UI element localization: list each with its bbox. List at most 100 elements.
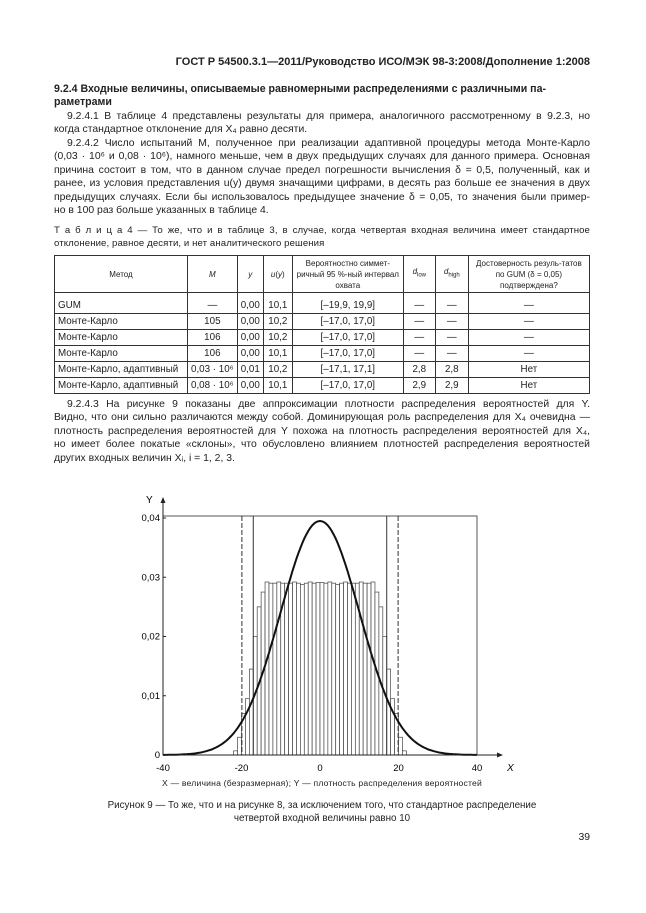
histogram-bar (351, 582, 356, 756)
table-cell: — (402, 313, 436, 330)
y-tick-label: 0,04 (142, 513, 161, 524)
table-cell: — (467, 313, 591, 330)
table-cell: Монте-Карло, адаптивный (54, 377, 188, 394)
p-9-2-4-2-line: 9.2.4.2 Число испытаний M, полученное пр… (67, 138, 590, 149)
table-cell: [–17,0, 17,0] (291, 377, 404, 394)
histogram-bar (245, 698, 250, 756)
paragraph-9-2-4-3-line: Видно, что они сильно различаются между … (54, 412, 590, 424)
histogram-bar (370, 581, 376, 756)
p-9-2-4-2-line: предыдущих случаях. Если бы использовало… (54, 191, 590, 203)
y-tick-label: 0 (155, 750, 160, 761)
histogram-bar (323, 582, 329, 756)
table-cell: 10,1 (262, 377, 293, 394)
histogram-bar (280, 582, 286, 756)
table-cell: — (467, 329, 591, 346)
histogram-bar (292, 581, 297, 756)
table-cell: [–17,1, 17,1] (291, 361, 404, 378)
x-tick-label: 20 (393, 763, 404, 774)
table-row: Монте-Карло, адаптивный 0,08 · 10⁶ 0,00 10,… (54, 377, 591, 394)
table-cell: [–17,0, 17,0] (291, 329, 404, 346)
histogram-bar (347, 582, 352, 756)
table-row: Монте-Карло, адаптивный 0,03 · 10⁶ 0,01 10,… (54, 361, 591, 378)
p-9-2-4-2-line: но в 100 раз больше указанных в таблице … (54, 205, 269, 216)
table-cell: — (434, 292, 469, 314)
histogram-bar (233, 750, 238, 756)
histogram-bar (394, 713, 399, 756)
table-cell: [–19,9, 19,9] (291, 292, 404, 314)
y-tick-label: 0,02 (142, 632, 161, 643)
table-cell: Нет (467, 377, 591, 394)
histogram-bar (390, 698, 395, 756)
table-cell: 2,9 (402, 377, 436, 394)
table-cell: Монте-Карло (54, 345, 188, 362)
y-axis-arrow-icon (160, 497, 166, 503)
table-cell: — (467, 345, 591, 362)
histogram-bar (241, 713, 246, 756)
paragraph-9-2-4-3-line: но имеет более покатые «склоны», что обу… (54, 439, 590, 451)
x-tick-label: 0 (317, 763, 322, 774)
histogram-bar (237, 736, 242, 756)
table-cell: Монте-Карло, адаптивный (54, 361, 188, 378)
histogram-bar (382, 636, 388, 756)
table-cell: 0,08 · 10⁶ (187, 377, 238, 394)
histogram-bar (249, 668, 254, 756)
table-cell: 10,1 (262, 345, 293, 362)
x-axis-arrow-icon (497, 752, 503, 758)
table-row: Монте-Карло 106 0,00 10,1 [–17,0, 17,0] — — — (54, 345, 591, 362)
column-header: Достоверность резуль-татов по GUM (δ = 0… (467, 255, 591, 293)
histogram-bar (358, 581, 364, 756)
column-header: M (187, 255, 238, 293)
histogram-bar (335, 584, 340, 756)
column-header: dhigh (434, 255, 469, 293)
y-tick-label: 0,01 (142, 691, 161, 702)
table-cell: 106 (187, 329, 238, 346)
table-cell: 2,8 (402, 361, 436, 378)
table-row: Монте-Карло 106 0,00 10,2 [–17,0, 17,0] — — — (54, 329, 591, 346)
paragraph-9-2-4-3-line: других входных величин Xᵢ, i = 1, 2, 3. (54, 452, 235, 464)
histogram-bar (311, 582, 317, 756)
running-header: ГОСТ Р 54500.3.1—2011/Руководство ИСО/МЭ… (175, 56, 590, 68)
paragraph-9-2-4-3-line: 9.2.4.3 На рисунке 9 показаны две аппрок… (67, 399, 590, 410)
figure-caption-line-2: четвертой входной величины равно 10 (233, 813, 411, 824)
table-cell: 0,00 (236, 345, 264, 362)
table-cell: — (434, 345, 469, 362)
table-cell: 106 (187, 345, 238, 362)
table-cell: Нет (467, 361, 591, 378)
table-caption-line-2: отклонение, равное десяти, и нет аналити… (54, 238, 325, 249)
chart-axis-caption: X — величина (безразмерная); Y — плотнос… (161, 778, 483, 788)
histogram-bar (354, 582, 360, 756)
histogram-bar (315, 582, 321, 756)
table-cell: 0,00 (236, 292, 264, 314)
histogram-bar (300, 584, 305, 756)
histogram-bar (252, 636, 258, 756)
histogram-bar (256, 606, 262, 756)
table-cell: — (434, 329, 469, 346)
table-cell: 10,2 (262, 361, 293, 378)
histogram-bar (398, 736, 403, 756)
x-tick-label: -20 (235, 763, 249, 774)
histogram-bar (303, 582, 309, 756)
histogram-bar (307, 581, 313, 756)
histogram-bar (343, 581, 348, 756)
x-axis-label: X (506, 763, 514, 774)
table-cell: Монте-Карло (54, 313, 188, 330)
histogram-bar (378, 606, 384, 756)
table-caption-line-1: Т а б л и ц а 4 — То же, что и в таблице… (54, 225, 590, 236)
table-cell: — (402, 292, 436, 314)
table-cell: 0,00 (236, 377, 264, 394)
table-cell: 2,8 (434, 361, 469, 378)
histogram-bar (296, 582, 301, 756)
x-tick-label: -40 (156, 763, 170, 774)
y-tick-label: 0,03 (142, 572, 161, 583)
table-cell: [–17,0, 17,0] (291, 345, 404, 362)
column-header: dlow (402, 255, 436, 293)
table-cell: 2,9 (434, 377, 469, 394)
histogram-bar (276, 581, 282, 756)
p-9-2-4-2-line: (0,03 · 10⁶ и 0,08 · 10⁶), намного меньш… (54, 151, 590, 163)
table-cell: — (434, 313, 469, 330)
histogram-bar (402, 750, 407, 756)
histogram-bar (284, 582, 289, 756)
table-cell: 105 (187, 313, 238, 330)
histogram-bar (272, 582, 278, 756)
